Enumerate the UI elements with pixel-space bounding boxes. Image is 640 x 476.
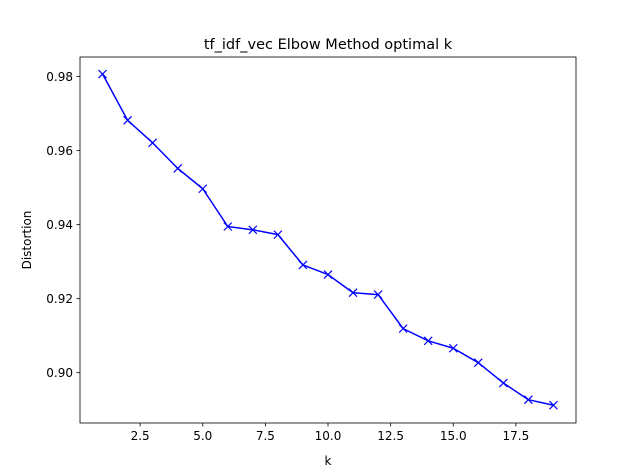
x-tick-label: 5.0: [193, 429, 212, 443]
data-point-marker: [173, 163, 183, 173]
x-axis-label: k: [325, 454, 332, 468]
y-tick-label: 0.98: [46, 70, 73, 84]
y-tick-label: 0.92: [46, 292, 73, 306]
data-point-marker: [198, 184, 208, 194]
data-point-marker: [148, 138, 158, 148]
data-point-marker: [549, 400, 558, 410]
data-point-marker: [323, 270, 333, 280]
data-point-marker: [373, 290, 383, 300]
data-point-marker: [298, 260, 308, 270]
data-point-marker: [423, 336, 433, 346]
data-point-marker: [273, 230, 283, 240]
data-point-marker: [348, 288, 358, 298]
axes-frame: [79, 56, 577, 424]
x-tick-label: 7.5: [256, 429, 275, 443]
y-axis-label: Distortion: [20, 211, 34, 270]
data-point-marker: [448, 343, 458, 353]
data-point-marker: [398, 324, 408, 334]
data-point-marker: [123, 115, 133, 125]
data-point-marker: [223, 222, 233, 231]
chart-title: tf_idf_vec Elbow Method optimal k: [204, 37, 453, 53]
x-tick-label: 12.5: [377, 429, 404, 443]
data-point-marker: [473, 358, 483, 368]
x-tick-label: 17.5: [503, 429, 530, 443]
data-point-marker: [248, 225, 258, 235]
data-point-marker: [498, 378, 508, 388]
x-tick-label: 15.0: [440, 429, 467, 443]
x-tick-label: 10.0: [315, 429, 342, 443]
series-line: [101, 73, 554, 406]
data-point-marker: [98, 69, 107, 79]
x-tick-label: 2.5: [131, 429, 150, 443]
y-tick-label: 0.94: [46, 218, 73, 232]
y-tick-label: 0.96: [46, 144, 73, 158]
data-point-marker: [523, 395, 533, 405]
y-tick-label: 0.90: [46, 366, 73, 380]
plot-area: 2.5 5.0 7.5 10.0 12.5 15.0 17.5 0.90 0.92 0.94 0.9…: [46, 56, 577, 443]
